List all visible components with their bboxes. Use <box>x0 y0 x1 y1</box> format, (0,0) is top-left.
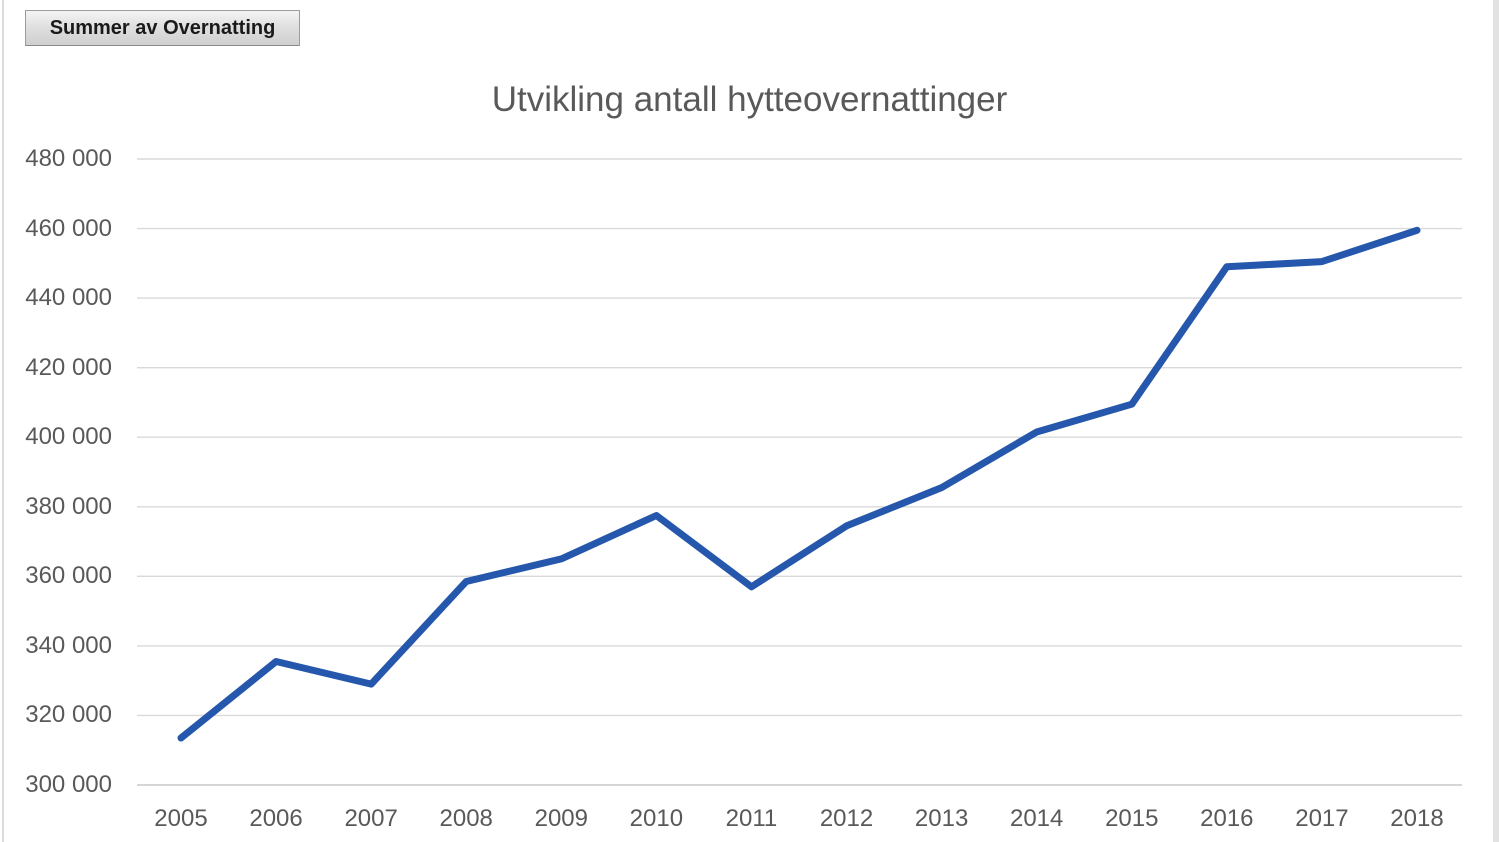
chart-title: Utvikling antall hytteovernattinger <box>491 80 1008 119</box>
y-tick-label: 460 000 <box>25 214 112 242</box>
x-tick-label: 2006 <box>249 805 303 832</box>
x-tick-label: 2015 <box>1105 805 1159 832</box>
x-tick-label: 2013 <box>914 805 969 832</box>
y-tick-label: 420 000 <box>25 353 112 381</box>
x-tick-label: 2009 <box>534 805 588 832</box>
pivot-field-button[interactable]: Summer av Overnatting <box>25 10 300 46</box>
x-tick-label: 2018 <box>1390 805 1444 832</box>
x-tick-label: 2016 <box>1200 805 1254 832</box>
y-tick-label: 400 000 <box>25 423 112 451</box>
x-tick-label: 2017 <box>1295 805 1349 832</box>
y-tick-label: 440 000 <box>25 284 112 312</box>
x-tick-label: 2005 <box>154 805 208 832</box>
y-tick-label: 340 000 <box>25 631 112 659</box>
y-tick-label: 480 000 <box>25 145 112 172</box>
x-tick-label: 2014 <box>1009 805 1064 832</box>
x-tick-label: 2010 <box>629 805 684 832</box>
y-tick-label: 380 000 <box>25 492 112 520</box>
x-tick-label: 2012 <box>819 805 874 832</box>
x-tick-label: 2008 <box>439 805 493 832</box>
screen-left-edge <box>2 0 4 842</box>
y-tick-label: 360 000 <box>25 562 112 590</box>
screen-right-edge <box>1493 0 1499 842</box>
x-tick-label: 2007 <box>344 805 398 832</box>
series-line <box>177 226 1421 742</box>
y-tick-label: 320 000 <box>25 701 112 729</box>
y-tick-label: 300 000 <box>25 771 112 798</box>
x-tick-label: 2011 <box>725 805 778 832</box>
